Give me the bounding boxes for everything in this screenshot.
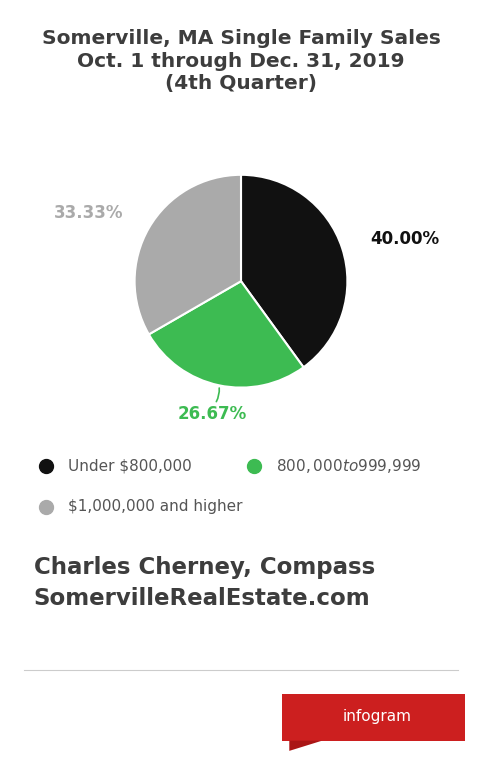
Wedge shape bbox=[134, 175, 241, 334]
Wedge shape bbox=[241, 175, 348, 367]
Wedge shape bbox=[149, 281, 304, 388]
Text: Charles Cherney, Compass: Charles Cherney, Compass bbox=[34, 556, 375, 579]
FancyBboxPatch shape bbox=[282, 694, 465, 740]
Text: Under $800,000: Under $800,000 bbox=[68, 458, 192, 473]
Text: 26.67%: 26.67% bbox=[178, 405, 247, 423]
Text: SomervilleRealEstate.com: SomervilleRealEstate.com bbox=[34, 587, 370, 610]
Text: Oct. 1 through Dec. 31, 2019: Oct. 1 through Dec. 31, 2019 bbox=[77, 52, 405, 71]
Text: infogram: infogram bbox=[343, 709, 412, 724]
Text: (4th Quarter): (4th Quarter) bbox=[165, 74, 317, 93]
Text: 33.33%: 33.33% bbox=[54, 204, 123, 222]
Text: $1,000,000 and higher: $1,000,000 and higher bbox=[68, 499, 242, 515]
Text: 40.00%: 40.00% bbox=[371, 230, 440, 248]
Text: Somerville, MA Single Family Sales: Somerville, MA Single Family Sales bbox=[41, 29, 441, 48]
Polygon shape bbox=[289, 740, 322, 751]
Text: $800,000 to $999,999: $800,000 to $999,999 bbox=[277, 457, 422, 475]
